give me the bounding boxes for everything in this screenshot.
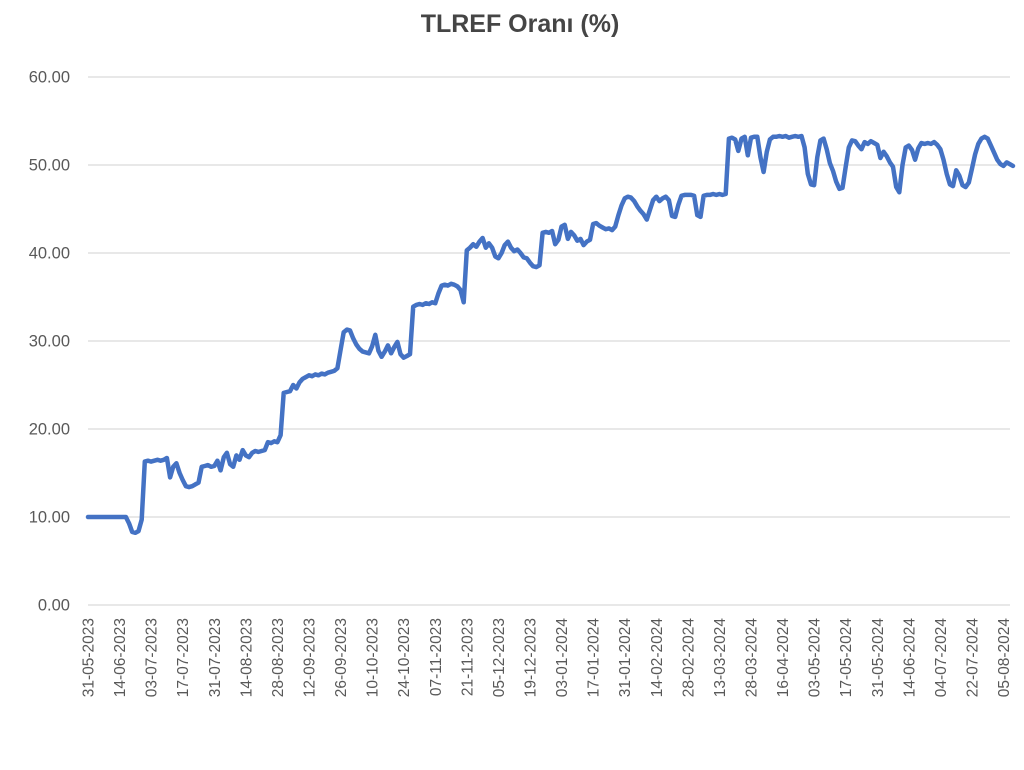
x-tick-label: 03-05-2024 <box>807 618 824 698</box>
x-tick-label: 03-01-2024 <box>554 618 571 698</box>
x-tick-label: 16-04-2024 <box>775 618 792 698</box>
x-tick-label: 22-07-2024 <box>964 618 981 698</box>
x-tick-label: 05-12-2023 <box>491 618 508 697</box>
y-tick-label: 40.00 <box>29 245 70 263</box>
x-tick-label: 10-10-2023 <box>365 618 382 697</box>
y-tick-label: 30.00 <box>29 333 70 351</box>
y-tick-label: 0.00 <box>38 597 70 615</box>
tlref-series-line <box>85 133 1016 536</box>
x-tick-label: 26-09-2023 <box>333 618 350 697</box>
x-tick-label: 31-05-2024 <box>870 618 887 698</box>
x-tick-label: 03-07-2023 <box>144 618 161 697</box>
x-tick-label: 04-07-2024 <box>933 618 950 698</box>
y-tick-label: 50.00 <box>29 157 70 175</box>
x-tick-label: 13-03-2024 <box>712 618 729 698</box>
x-tick-label: 14-06-2024 <box>901 618 918 698</box>
y-tick-label: 10.00 <box>29 509 70 527</box>
y-axis-labels: 0.00 10.00 20.00 30.00 40.00 50.00 60.00 <box>29 69 70 615</box>
x-tick-label: 17-05-2024 <box>838 618 855 698</box>
data-series <box>85 133 1016 536</box>
x-tick-label: 19-12-2023 <box>522 618 539 697</box>
x-tick-label: 14-06-2023 <box>112 618 129 697</box>
x-tick-label: 21-11-2023 <box>459 618 476 696</box>
x-tick-label: 14-08-2023 <box>238 618 255 697</box>
x-tick-label: 12-09-2023 <box>301 618 318 697</box>
x-tick-label: 17-07-2023 <box>175 618 192 697</box>
gridlines <box>88 76 1010 606</box>
x-tick-label: 05-08-2024 <box>996 618 1013 698</box>
x-tick-label: 24-10-2023 <box>396 618 413 697</box>
x-tick-label: 28-08-2023 <box>270 618 287 697</box>
x-tick-label: 28-02-2024 <box>680 618 697 698</box>
x-axis-labels: 31-05-2023 14-06-2023 03-07-2023 17-07-2023… <box>81 618 1014 698</box>
x-tick-label: 28-03-2024 <box>743 618 760 698</box>
x-tick-label: 31-07-2023 <box>207 618 224 697</box>
x-tick-label: 31-05-2023 <box>81 618 98 697</box>
x-tick-label: 17-01-2024 <box>586 618 603 698</box>
x-tick-label: 31-01-2024 <box>617 618 634 698</box>
y-tick-label: 20.00 <box>29 421 70 439</box>
x-tick-label: 14-02-2024 <box>649 618 666 698</box>
chart-title: TLREF Oranı (%) <box>421 10 620 38</box>
y-tick-label: 60.00 <box>29 69 70 87</box>
x-tick-label: 07-11-2023 <box>428 618 445 696</box>
